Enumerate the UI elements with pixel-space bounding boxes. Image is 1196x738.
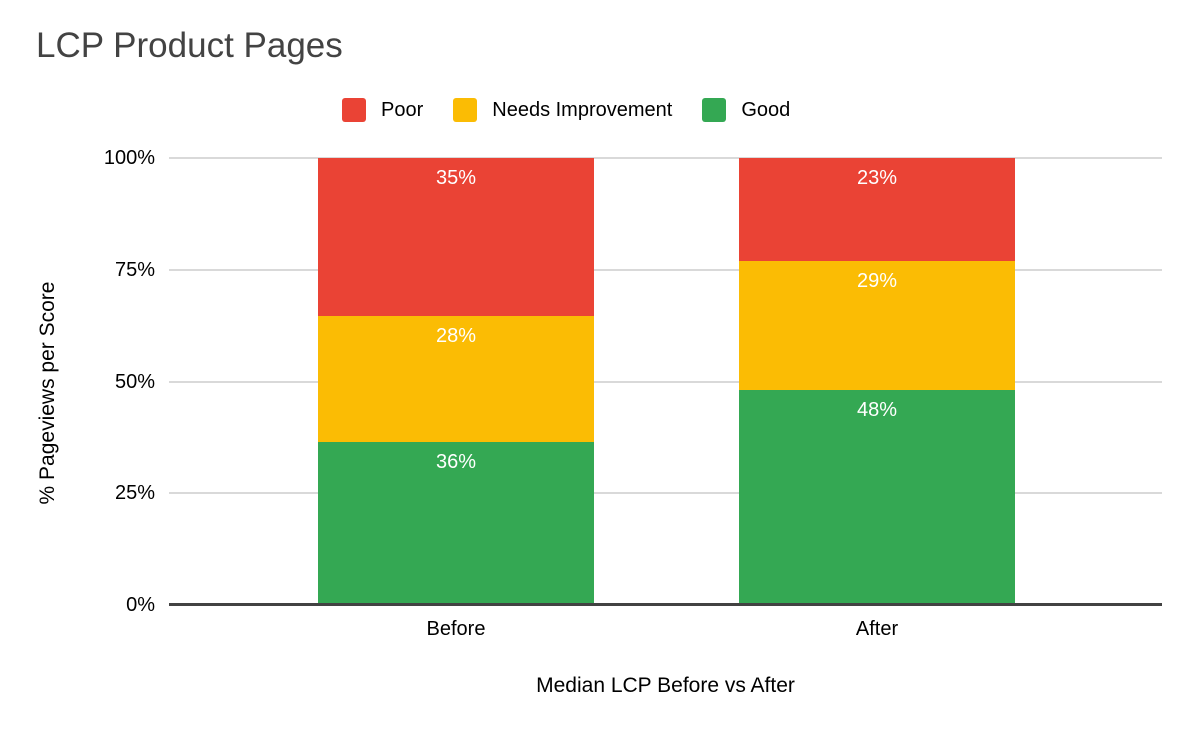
segment-label: 29% <box>856 269 898 292</box>
gridline-100 <box>169 157 1162 159</box>
x-axis-line <box>169 603 1162 606</box>
segment-before-needs-improvement: 28% <box>318 316 594 443</box>
y-tick-0: 0% <box>126 594 155 616</box>
segment-after-poor: 23% <box>739 158 1015 261</box>
legend-label-needs-improvement: Needs Improvement <box>492 98 673 121</box>
chart-title: LCP Product Pages <box>36 26 343 65</box>
segment-label: 28% <box>435 325 477 348</box>
legend: Poor Needs Improvement Good <box>342 98 790 122</box>
gridline-25 <box>169 492 1162 495</box>
segment-after-needs-improvement: 29% <box>739 260 1015 391</box>
bar-before: 35% 28% 36% <box>318 158 594 605</box>
segment-label: 48% <box>856 399 898 422</box>
x-category-before: Before <box>426 618 486 640</box>
segment-label: 23% <box>856 167 898 189</box>
x-category-after: After <box>855 618 899 640</box>
y-tick-75: 75% <box>114 259 155 281</box>
bar-after: 23% 29% 48% <box>739 158 1015 605</box>
legend-label-poor: Poor <box>381 98 424 121</box>
gridline-50 <box>169 380 1162 383</box>
legend-item-poor: Poor <box>342 98 423 122</box>
segment-before-poor: 35% <box>318 158 594 317</box>
legend-swatch-poor <box>342 98 366 122</box>
legend-item-needs-improvement: Needs Improvement <box>453 98 672 122</box>
legend-swatch-needs-improvement <box>453 98 478 122</box>
legend-label-good: Good <box>741 98 791 121</box>
gridline-75 <box>169 268 1162 271</box>
segment-label: 35% <box>435 167 477 189</box>
legend-swatch-good <box>702 98 727 122</box>
y-axis-title: % Pageviews per Score <box>36 281 59 505</box>
y-tick-50: 50% <box>114 371 155 393</box>
y-tick-25: 25% <box>114 482 155 504</box>
segment-after-good: 48% <box>739 390 1015 605</box>
legend-item-good: Good <box>702 98 790 122</box>
plot-area: 35% 28% 36% 23% 29% 48% <box>169 157 1162 606</box>
segment-label: 36% <box>435 451 477 474</box>
x-axis-title: Median LCP Before vs After <box>536 674 795 697</box>
segment-before-good: 36% <box>318 442 594 605</box>
y-tick-100: 100% <box>103 147 155 169</box>
